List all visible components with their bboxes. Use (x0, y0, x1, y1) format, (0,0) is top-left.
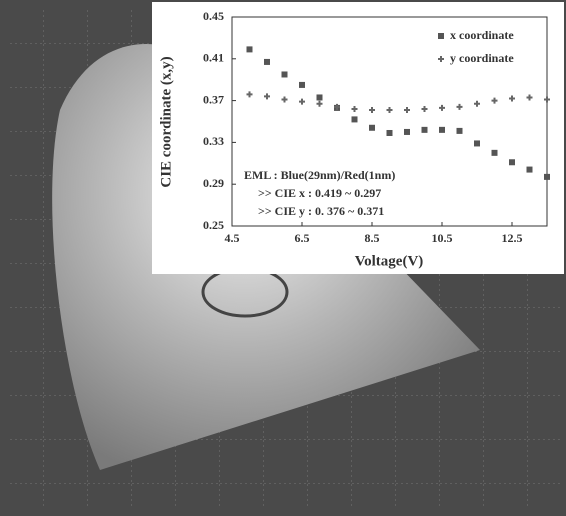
annotation: EML : Blue(29nm)/Red(1nm) (244, 168, 395, 182)
x-tick-label: 10.5 (432, 231, 453, 245)
point (509, 95, 515, 102)
point (526, 94, 533, 101)
y-tick-label: 0.29 (203, 176, 224, 190)
point (281, 96, 288, 103)
point (456, 103, 463, 110)
legend-label: y coordinate (450, 51, 514, 65)
x-tick-label: 12.5 (502, 231, 523, 245)
x-tick-label: 8.5 (365, 231, 380, 245)
point (491, 149, 498, 156)
point (404, 107, 410, 114)
point (386, 107, 393, 114)
y-axis-label: CIE coordinate (x,y) (158, 56, 174, 187)
annotation: >> CIE y : 0. 376 ~ 0.371 (258, 204, 384, 218)
point (474, 140, 480, 147)
point (246, 46, 253, 53)
point (491, 97, 498, 104)
inset-panel (152, 2, 564, 274)
point (369, 107, 375, 114)
point (439, 104, 445, 111)
point (404, 128, 410, 135)
point (264, 58, 270, 65)
y-tick-label: 0.25 (203, 218, 224, 232)
point (299, 81, 305, 88)
point (281, 71, 288, 78)
point (369, 124, 375, 131)
point (246, 91, 253, 98)
point (456, 127, 463, 134)
x-tick-label: 6.5 (295, 231, 310, 245)
point (474, 100, 480, 107)
x-axis-label: Voltage(V) (355, 253, 424, 269)
point (351, 116, 358, 123)
point (421, 105, 428, 112)
plot-frame (231, 16, 548, 227)
point (509, 159, 515, 166)
point (421, 126, 428, 133)
point (544, 173, 550, 180)
legend-label: x coordinate (450, 28, 514, 42)
y-tick-label: 0.41 (203, 51, 224, 65)
point (316, 94, 323, 101)
y-tick-label: 0.33 (203, 134, 224, 148)
legend-marker (438, 33, 444, 39)
point (299, 98, 305, 105)
point (544, 96, 550, 103)
legend-marker (438, 56, 444, 62)
point (526, 166, 533, 173)
x-tick-label: 4.5 (225, 231, 240, 245)
plot: Voltage(V) CIE coordinate (x,y) (158, 16, 548, 269)
point (316, 100, 323, 107)
y-tick-label: 0.37 (203, 92, 224, 106)
point (334, 103, 340, 110)
point (351, 105, 358, 112)
point (386, 129, 393, 136)
annotation: >> CIE x : 0.419 ~ 0.297 (258, 186, 381, 200)
y-tick-label: 0.45 (203, 9, 224, 23)
point (439, 126, 445, 133)
point (264, 93, 270, 100)
